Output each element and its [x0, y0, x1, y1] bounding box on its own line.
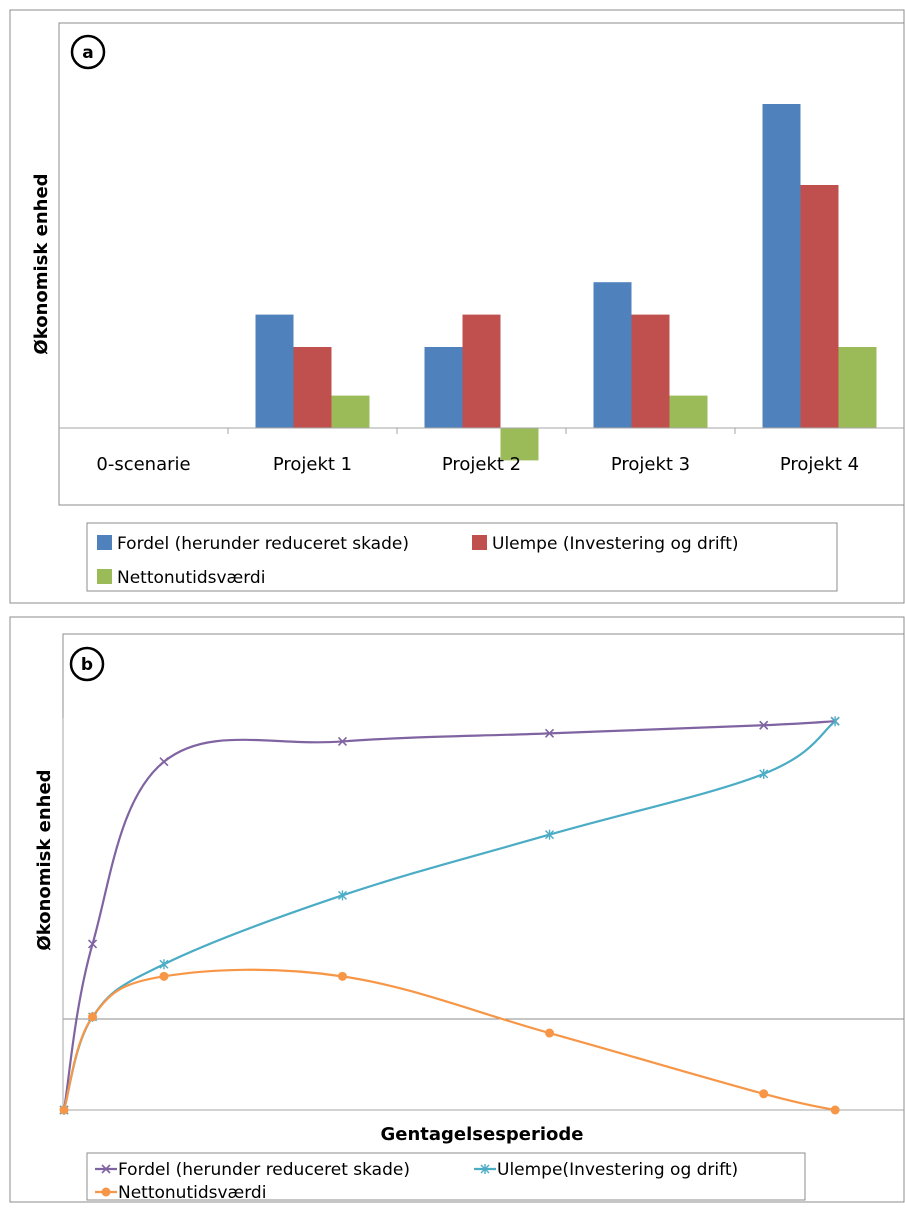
marker-fordel-3: [337, 736, 348, 747]
marker-ulempe-6: [830, 716, 840, 727]
legend-item-b-netto: Nettonutidsværdi: [95, 1183, 266, 1203]
bar-projekt-4-fordel: [762, 104, 801, 428]
marker-ulempe-2: [159, 959, 169, 970]
legend-marker-fordel: [101, 1164, 111, 1174]
bar-projekt-2-netto: [500, 428, 539, 461]
panel-b-badge-circle: [69, 646, 105, 682]
bar-projekt-1-netto: [331, 395, 370, 428]
legend-swatch-ulempe: [472, 535, 487, 550]
marker-fordel-1: [87, 939, 98, 949]
legend-item-netto: Nettonutidsværdi: [97, 568, 265, 588]
panel-b-x-axis-label: Gentagelsesperiode: [380, 1124, 583, 1145]
marker-netto-4: [545, 1028, 555, 1038]
category-label-0-scenarie: 0-scenarie: [96, 454, 190, 475]
panel-a-y-axis-label: Økonomisk enhed: [31, 173, 52, 354]
legend-item-ulempe: Ulempe (Investering og drift): [472, 534, 739, 554]
panel-b-y-axis-label: Økonomisk enhed: [34, 769, 55, 950]
marker-ulempe-4: [545, 829, 555, 840]
panel-a-badge: a: [70, 34, 106, 70]
panel-a-bars: [255, 104, 877, 461]
marker-fordel-4: [544, 728, 555, 738]
legend-marker-ulempe: [480, 1164, 490, 1174]
legend-swatch-fordel: [97, 535, 112, 550]
bar-projekt-4-netto: [838, 347, 877, 428]
legend-label-b-netto: Nettonutidsværdi: [118, 1183, 266, 1203]
marker-ulempe-3: [337, 890, 347, 901]
bar-projekt-3-fordel: [593, 282, 632, 428]
legend-marker-netto: [101, 1187, 111, 1197]
marker-fordel-2: [159, 757, 169, 767]
bar-projekt-2-ulempe: [462, 314, 501, 428]
panel-b-label: b: [81, 655, 93, 675]
panel-a-x-ticks: [227, 428, 736, 434]
category-label-projekt-3: Projekt 3: [611, 454, 690, 475]
legend-item-b-ulempe: Ulempe(Investering og drift): [474, 1160, 738, 1180]
panel-a-category-labels: 0-scenarie Projekt 1 Projekt 2 Projekt 3 Pro…: [96, 454, 859, 475]
panel-b-frame: [9, 616, 905, 1203]
panel-a-badge-circle: [70, 34, 106, 70]
bar-projekt-1-fordel: [255, 314, 294, 428]
panel-a-plot-area: [58, 22, 905, 506]
legend-label-fordel: Fordel (herunder reduceret skade): [117, 534, 409, 554]
legend-label-netto: Nettonutidsværdi: [117, 568, 265, 588]
marker-netto-6: [830, 1105, 840, 1115]
marker-netto-2: [159, 971, 169, 981]
panel-a-legend-box: [86, 522, 838, 592]
legend-label-b-fordel: Fordel (herunder reduceret skade): [118, 1160, 410, 1180]
panel-b-markers: [59, 716, 840, 1115]
panel-b-legend: Fordel (herunder reduceret skade) Ulempe…: [86, 1152, 806, 1203]
legend-label-ulempe: Ulempe (Investering og drift): [492, 534, 739, 554]
bar-projekt-4-ulempe: [800, 185, 839, 428]
marker-netto-0: [59, 1105, 69, 1115]
category-label-projekt-4: Projekt 4: [780, 454, 859, 475]
bar-projekt-1-ulempe: [293, 347, 332, 428]
panel-a-legend: Fordel (herunder reduceret skade) Ulempe…: [86, 522, 838, 592]
bar-projekt-3-netto: [669, 395, 708, 428]
category-label-projekt-2: Projekt 2: [442, 454, 521, 475]
marker-ulempe-5: [759, 768, 769, 779]
marker-fordel-5: [759, 720, 769, 730]
legend-label-b-ulempe: Ulempe(Investering og drift): [497, 1160, 738, 1180]
panel-b-badge: b: [69, 646, 105, 682]
panel-b-legend-box: [86, 1152, 806, 1201]
bar-projekt-2-fordel: [424, 347, 463, 428]
marker-netto-5: [759, 1089, 769, 1099]
legend-swatch-netto: [97, 569, 112, 584]
legend-item-b-fordel: Fordel (herunder reduceret skade): [95, 1160, 410, 1180]
category-label-projekt-1: Projekt 1: [273, 454, 352, 475]
marker-netto-3: [337, 971, 347, 981]
bar-projekt-3-ulempe: [631, 314, 670, 428]
legend-item-fordel: Fordel (herunder reduceret skade): [97, 534, 409, 554]
panel-a-label: a: [82, 43, 93, 63]
panel-a-frame: [9, 9, 905, 604]
marker-netto-1: [88, 1012, 98, 1022]
